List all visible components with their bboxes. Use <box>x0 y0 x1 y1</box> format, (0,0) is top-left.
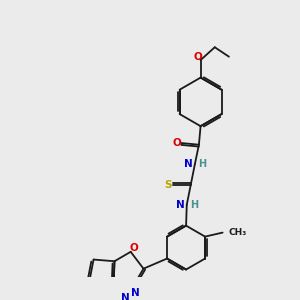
Text: H: H <box>190 200 198 210</box>
Text: N: N <box>131 288 140 298</box>
Text: N: N <box>184 159 193 169</box>
Text: O: O <box>172 138 181 148</box>
Text: O: O <box>130 243 138 253</box>
Text: S: S <box>164 179 172 190</box>
Text: N: N <box>121 293 129 300</box>
Text: CH₃: CH₃ <box>229 228 247 237</box>
Text: O: O <box>194 52 202 62</box>
Text: H: H <box>198 159 206 169</box>
Text: N: N <box>176 200 184 210</box>
